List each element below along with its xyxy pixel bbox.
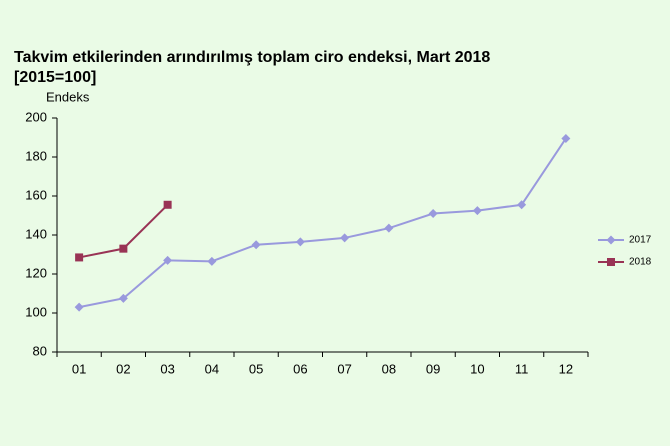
point <box>517 200 527 210</box>
x-tick-label: 05 <box>249 361 263 376</box>
point <box>428 209 438 219</box>
legend-label: 2018 <box>629 257 652 268</box>
x-tick-label: 12 <box>559 361 573 376</box>
y-tick-label: 200 <box>25 109 47 124</box>
point <box>340 233 350 243</box>
x-tick-label: 08 <box>382 361 396 376</box>
x-tick-label: 11 <box>515 361 529 376</box>
point <box>384 223 394 233</box>
x-tick-label: 09 <box>426 361 440 376</box>
chart-title: Takvim etkilerinden arındırılmış toplam … <box>14 49 490 66</box>
point <box>606 235 616 245</box>
x-tick-label: 02 <box>116 361 130 376</box>
y-tick-label: 120 <box>25 265 47 280</box>
y-axis-label: Endeks <box>46 89 90 104</box>
point <box>163 200 172 209</box>
x-tick-label: 10 <box>470 361 484 376</box>
point <box>119 244 128 253</box>
y-tick-label: 80 <box>33 343 47 358</box>
point <box>472 206 482 216</box>
point <box>207 256 217 266</box>
x-tick-label: 06 <box>293 361 307 376</box>
y-tick-label: 100 <box>25 304 47 319</box>
chart-subtitle: [2015=100] <box>14 69 96 86</box>
x-tick-label: 04 <box>205 361 219 376</box>
legend-label: 2017 <box>629 235 652 246</box>
x-tick-label: 01 <box>72 361 86 376</box>
y-tick-label: 160 <box>25 187 47 202</box>
point <box>607 258 615 266</box>
line <box>78 137 567 309</box>
point <box>118 293 128 303</box>
point <box>74 302 84 312</box>
y-tick-label: 140 <box>25 226 47 241</box>
y-tick-label: 180 <box>25 148 47 163</box>
x-tick-label: 03 <box>160 361 174 376</box>
x-tick-label: 07 <box>337 361 351 376</box>
point <box>163 255 173 265</box>
point <box>295 237 305 247</box>
point <box>75 253 84 262</box>
point <box>561 133 571 143</box>
point <box>251 240 261 250</box>
